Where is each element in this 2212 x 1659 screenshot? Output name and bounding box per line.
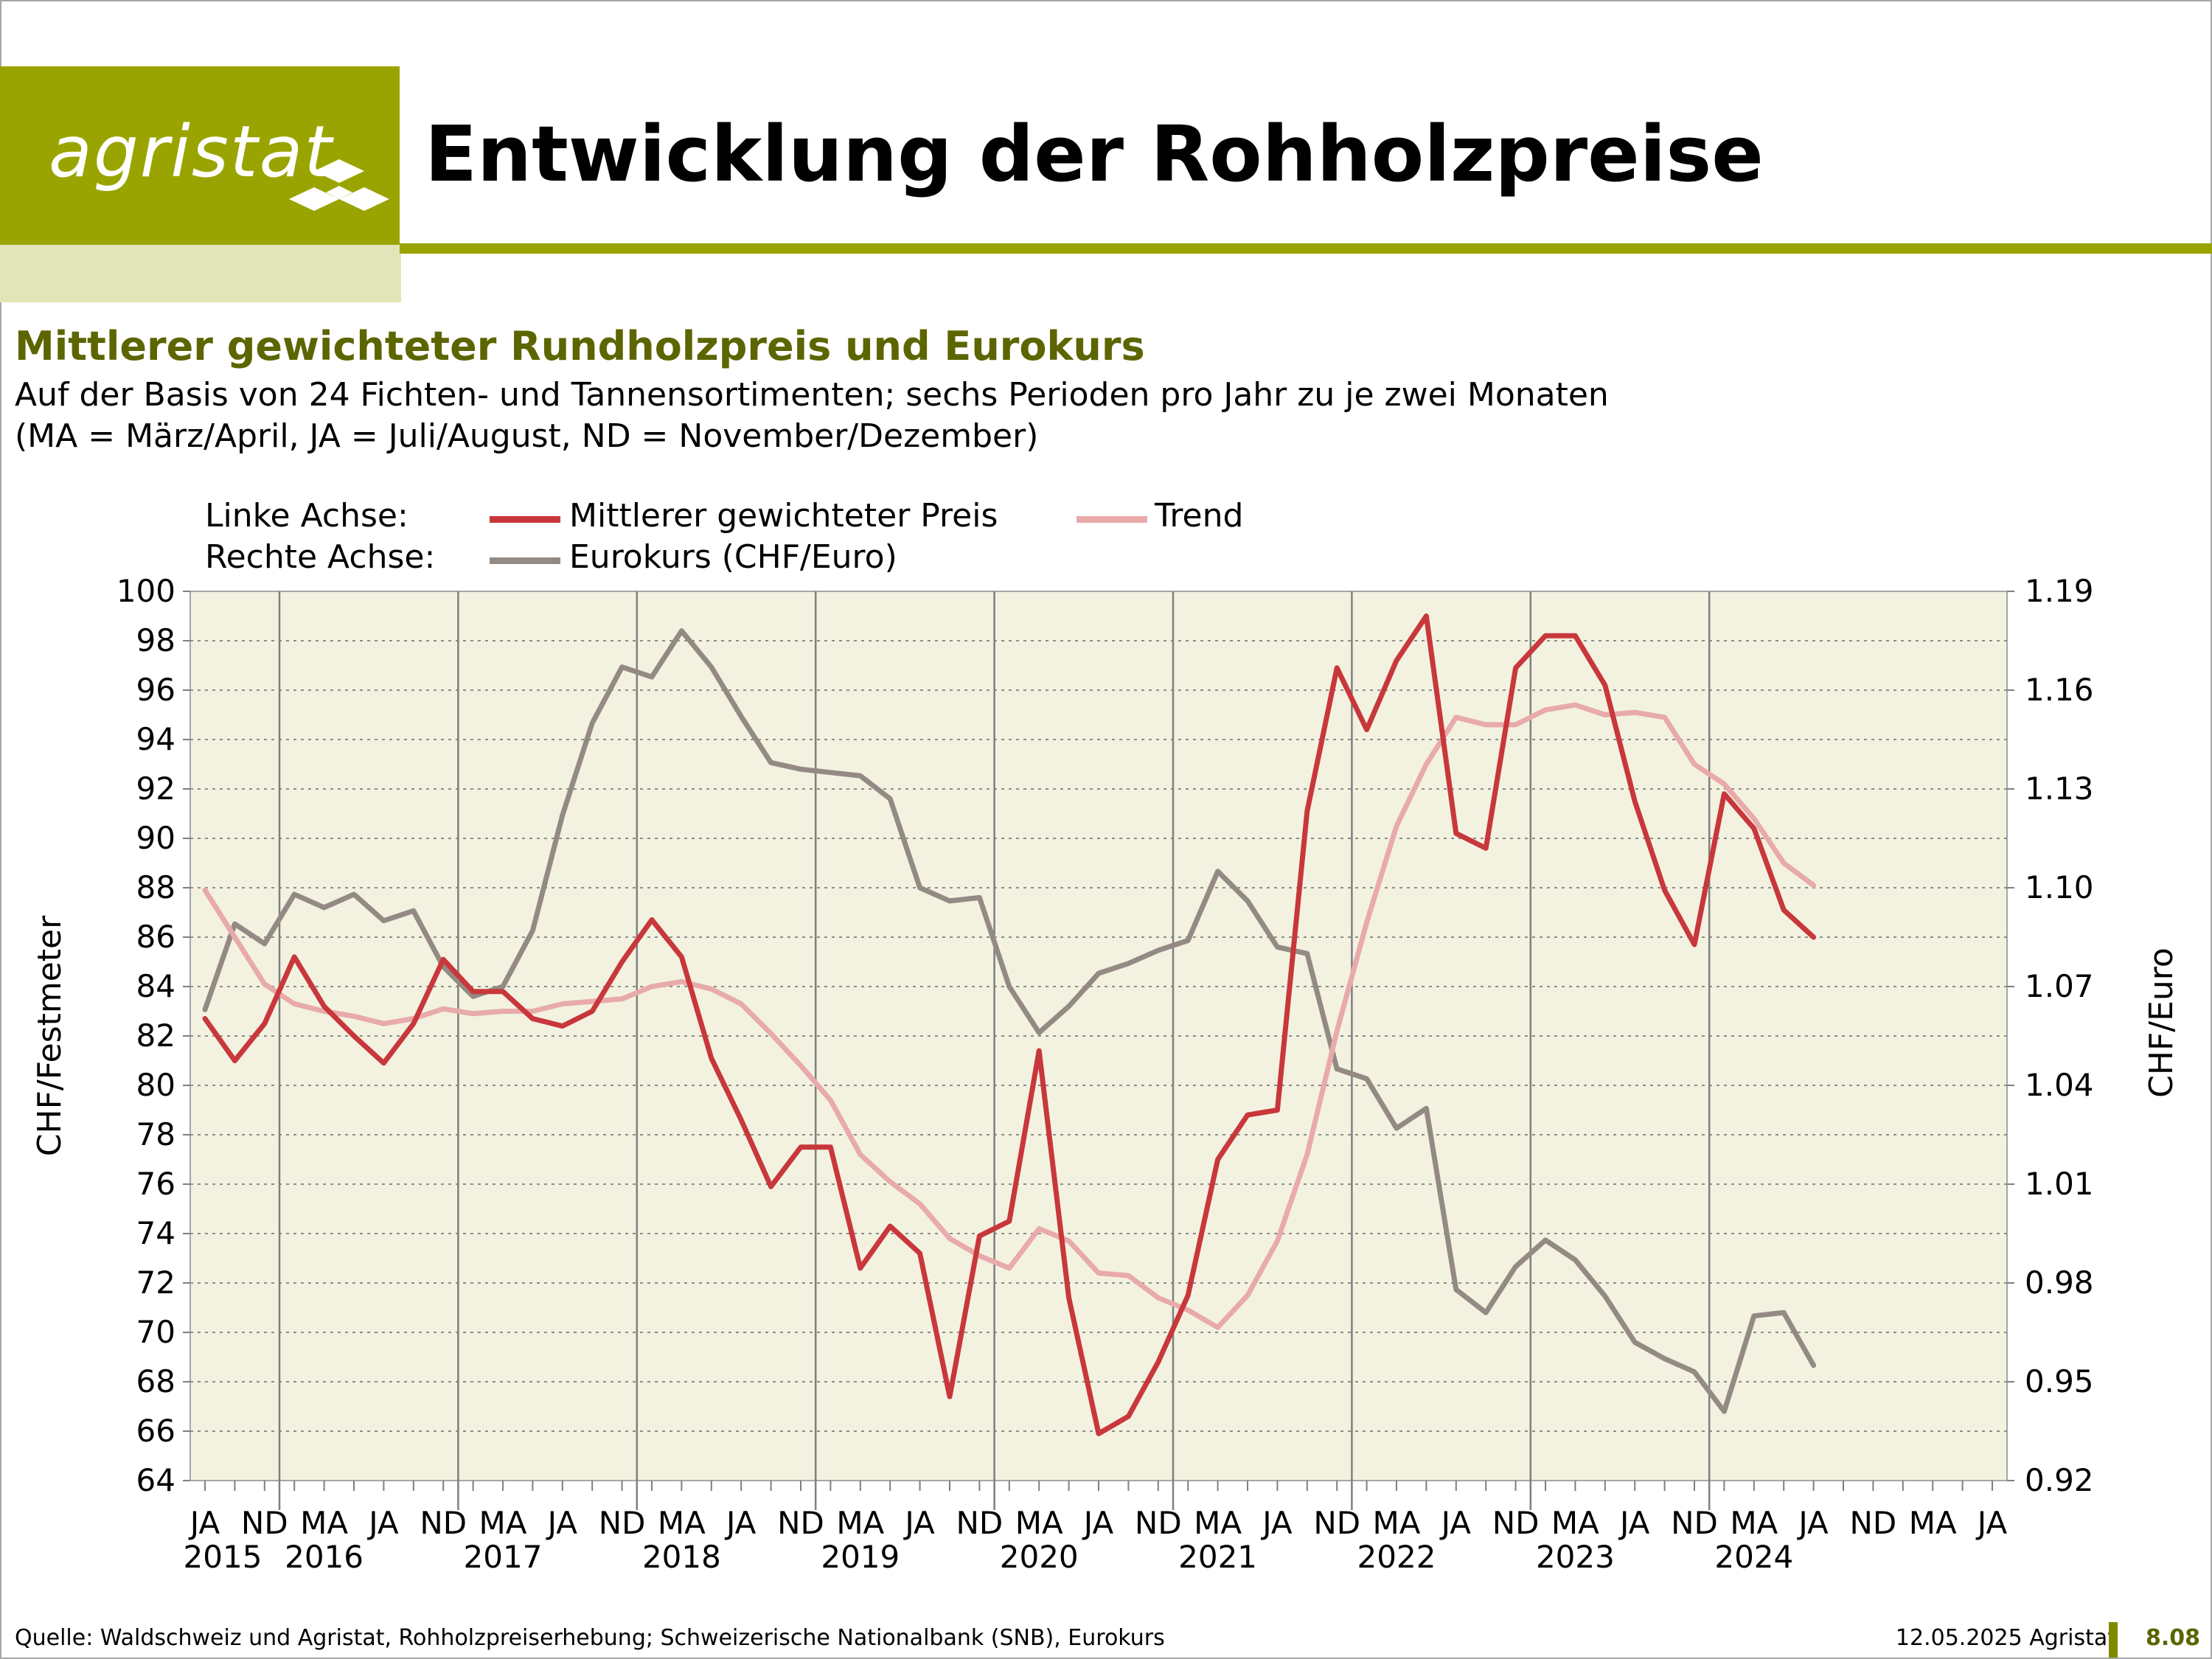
- y-right-axis-title: CHF/Euro: [2143, 947, 2180, 1098]
- x-tick-label: ND: [599, 1505, 646, 1541]
- x-tick-label: JA: [1975, 1505, 2008, 1541]
- y-right-tick-label: 1.19: [2025, 573, 2094, 609]
- x-year-label: 2018: [642, 1539, 721, 1575]
- x-tick-label: JA: [902, 1505, 935, 1541]
- page-title: Entwicklung der Rohholzpreise: [425, 109, 1764, 199]
- y-right-tick-label: 1.04: [2025, 1067, 2094, 1103]
- price-series-line: [202, 613, 1817, 1436]
- x-tick-label: JA: [1618, 1505, 1650, 1541]
- y-left-tick-label: 68: [136, 1363, 175, 1399]
- footer-source: Quelle: Waldschweiz und Agristat, Rohhol…: [15, 1625, 1165, 1651]
- x-tick-label: MA: [1909, 1505, 1957, 1541]
- x-tick-label: MA: [1373, 1505, 1421, 1541]
- y-right-tick-label: 1.16: [2025, 672, 2094, 708]
- x-tick-label: JA: [188, 1505, 220, 1541]
- x-tick-label: JA: [1796, 1505, 1829, 1541]
- page-number: 8.08: [2146, 1625, 2201, 1651]
- x-tick-label: ND: [241, 1505, 288, 1541]
- x-year-label: 2022: [1357, 1539, 1436, 1575]
- x-tick-label: ND: [1313, 1505, 1360, 1541]
- y-left-tick-label: 80: [136, 1067, 175, 1103]
- x-tick-label: JA: [546, 1505, 578, 1541]
- x-tick-label: MA: [300, 1505, 348, 1541]
- x-year-label: 2023: [1536, 1539, 1615, 1575]
- y-left-tick-label: 88: [136, 869, 175, 905]
- euro-series-line: [202, 628, 1817, 1414]
- y-left-tick-label: 74: [136, 1215, 175, 1251]
- x-tick-label: MA: [658, 1505, 706, 1541]
- x-tick-label: ND: [1671, 1505, 1718, 1541]
- x-year-label: 2019: [821, 1539, 900, 1575]
- x-tick-label: JA: [724, 1505, 757, 1541]
- y-left-tick-label: 96: [136, 672, 175, 708]
- y-left-tick-label: 72: [136, 1265, 175, 1301]
- y-left-tick-label: 94: [136, 721, 175, 757]
- x-tick-label: ND: [1850, 1505, 1897, 1541]
- x-tick-label: MA: [1015, 1505, 1063, 1541]
- y-left-tick-label: 100: [116, 573, 175, 609]
- x-year-label: 2020: [1000, 1539, 1079, 1575]
- x-tick-label: ND: [777, 1505, 824, 1541]
- y-left-tick-label: 86: [136, 919, 175, 955]
- logo-diamonds-icon: [289, 159, 389, 211]
- y-left-tick-label: 66: [136, 1413, 175, 1449]
- header-rule: [400, 243, 2212, 254]
- x-tick-label: MA: [1730, 1505, 1778, 1541]
- x-tick-label: JA: [366, 1505, 399, 1541]
- y-left-tick-label: 84: [136, 968, 175, 1004]
- legend-trend-label: Trend: [1155, 497, 1244, 535]
- footer-accent-bar: [2109, 1622, 2118, 1658]
- x-year-label: 2024: [1714, 1539, 1793, 1575]
- chart-subtitle: Auf der Basis von 24 Fichten- und Tannen…: [15, 376, 1609, 414]
- y-left-tick-label: 98: [136, 622, 175, 658]
- legend-euro-swatch: [490, 557, 560, 564]
- y-left-tick-label: 76: [136, 1166, 175, 1202]
- x-tick-label: ND: [1492, 1505, 1540, 1541]
- logo-accent-strip: [0, 245, 401, 302]
- y-right-tick-label: 1.10: [2025, 869, 2094, 905]
- x-tick-label: MA: [1194, 1505, 1242, 1541]
- logo-text: agristat: [49, 111, 334, 193]
- y-left-tick-label: 70: [136, 1314, 175, 1350]
- legend-trend-swatch: [1077, 516, 1147, 523]
- y-right-tick-label: 0.92: [2025, 1462, 2094, 1498]
- x-tick-label: JA: [1439, 1505, 1472, 1541]
- x-tick-label: MA: [479, 1505, 527, 1541]
- chart-title: Mittlerer gewichteter Rundholzpreis und …: [15, 323, 1145, 369]
- y-right-tick-label: 1.13: [2025, 771, 2094, 807]
- x-tick-label: ND: [956, 1505, 1004, 1541]
- y-left-tick-label: 64: [136, 1462, 175, 1498]
- footer-date: 12.05.2025 Agristat: [1895, 1625, 2116, 1651]
- y-left-axis-title: CHF/Festmeter: [31, 915, 69, 1156]
- legend-euro-label: Eurokurs (CHF/Euro): [569, 538, 897, 576]
- x-year-label: 2015: [184, 1539, 262, 1575]
- legend-left-axis-label: Linke Achse:: [205, 497, 408, 535]
- x-tick-label: JA: [1082, 1505, 1114, 1541]
- y-left-tick-label: 82: [136, 1018, 175, 1054]
- x-year-label: 2017: [464, 1539, 543, 1575]
- agristat-logo: [0, 66, 400, 245]
- y-right-tick-label: 0.98: [2025, 1265, 2094, 1301]
- x-tick-label: MA: [836, 1505, 884, 1541]
- y-left-tick-label: 78: [136, 1116, 175, 1152]
- x-tick-label: MA: [1551, 1505, 1599, 1541]
- y-right-tick-label: 1.01: [2025, 1166, 2094, 1202]
- x-tick-label: ND: [1135, 1505, 1182, 1541]
- y-left-tick-label: 90: [136, 820, 175, 856]
- y-right-tick-label: 0.95: [2025, 1363, 2094, 1399]
- legend-right-axis-label: Rechte Achse:: [205, 538, 436, 576]
- chart-subtitle-abbreviations: (MA = März/April, JA = Juli/August, ND =…: [15, 417, 1039, 455]
- x-year-label: 2021: [1178, 1539, 1257, 1575]
- legend-price-swatch: [490, 516, 560, 523]
- x-tick-label: ND: [420, 1505, 467, 1541]
- x-year-label: 2016: [285, 1539, 364, 1575]
- trend-series-line: [202, 702, 1817, 1330]
- x-tick-label: JA: [1260, 1505, 1293, 1541]
- legend-price-label: Mittlerer gewichteter Preis: [569, 497, 998, 535]
- y-right-tick-label: 1.07: [2025, 968, 2094, 1004]
- y-left-tick-label: 92: [136, 771, 175, 807]
